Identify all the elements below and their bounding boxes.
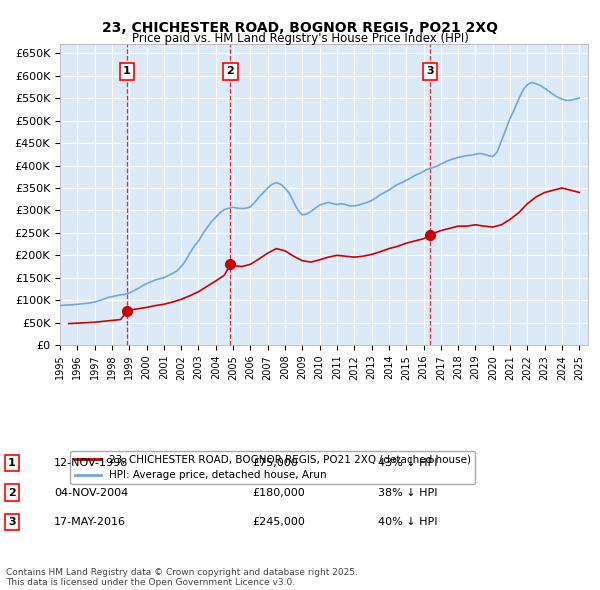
Text: £75,000: £75,000 xyxy=(252,458,298,468)
Text: 40% ↓ HPI: 40% ↓ HPI xyxy=(378,517,437,527)
Text: 38% ↓ HPI: 38% ↓ HPI xyxy=(378,488,437,497)
Legend: 23, CHICHESTER ROAD, BOGNOR REGIS, PO21 2XQ (detached house), HPI: Average price: 23, CHICHESTER ROAD, BOGNOR REGIS, PO21 … xyxy=(70,451,475,484)
Text: 1: 1 xyxy=(8,458,16,468)
Text: 3: 3 xyxy=(427,66,434,76)
Text: 1: 1 xyxy=(123,66,131,76)
Text: 17-MAY-2016: 17-MAY-2016 xyxy=(54,517,126,527)
Text: 2: 2 xyxy=(226,66,234,76)
Text: 2: 2 xyxy=(8,488,16,497)
Text: 3: 3 xyxy=(8,517,16,527)
Text: 43% ↓ HPI: 43% ↓ HPI xyxy=(378,458,437,468)
Text: 04-NOV-2004: 04-NOV-2004 xyxy=(54,488,128,497)
Text: £245,000: £245,000 xyxy=(252,517,305,527)
Text: £180,000: £180,000 xyxy=(252,488,305,497)
Text: 12-NOV-1998: 12-NOV-1998 xyxy=(54,458,128,468)
Text: Contains HM Land Registry data © Crown copyright and database right 2025.
This d: Contains HM Land Registry data © Crown c… xyxy=(6,568,358,587)
Text: 23, CHICHESTER ROAD, BOGNOR REGIS, PO21 2XQ: 23, CHICHESTER ROAD, BOGNOR REGIS, PO21 … xyxy=(102,21,498,35)
Text: Price paid vs. HM Land Registry's House Price Index (HPI): Price paid vs. HM Land Registry's House … xyxy=(131,32,469,45)
